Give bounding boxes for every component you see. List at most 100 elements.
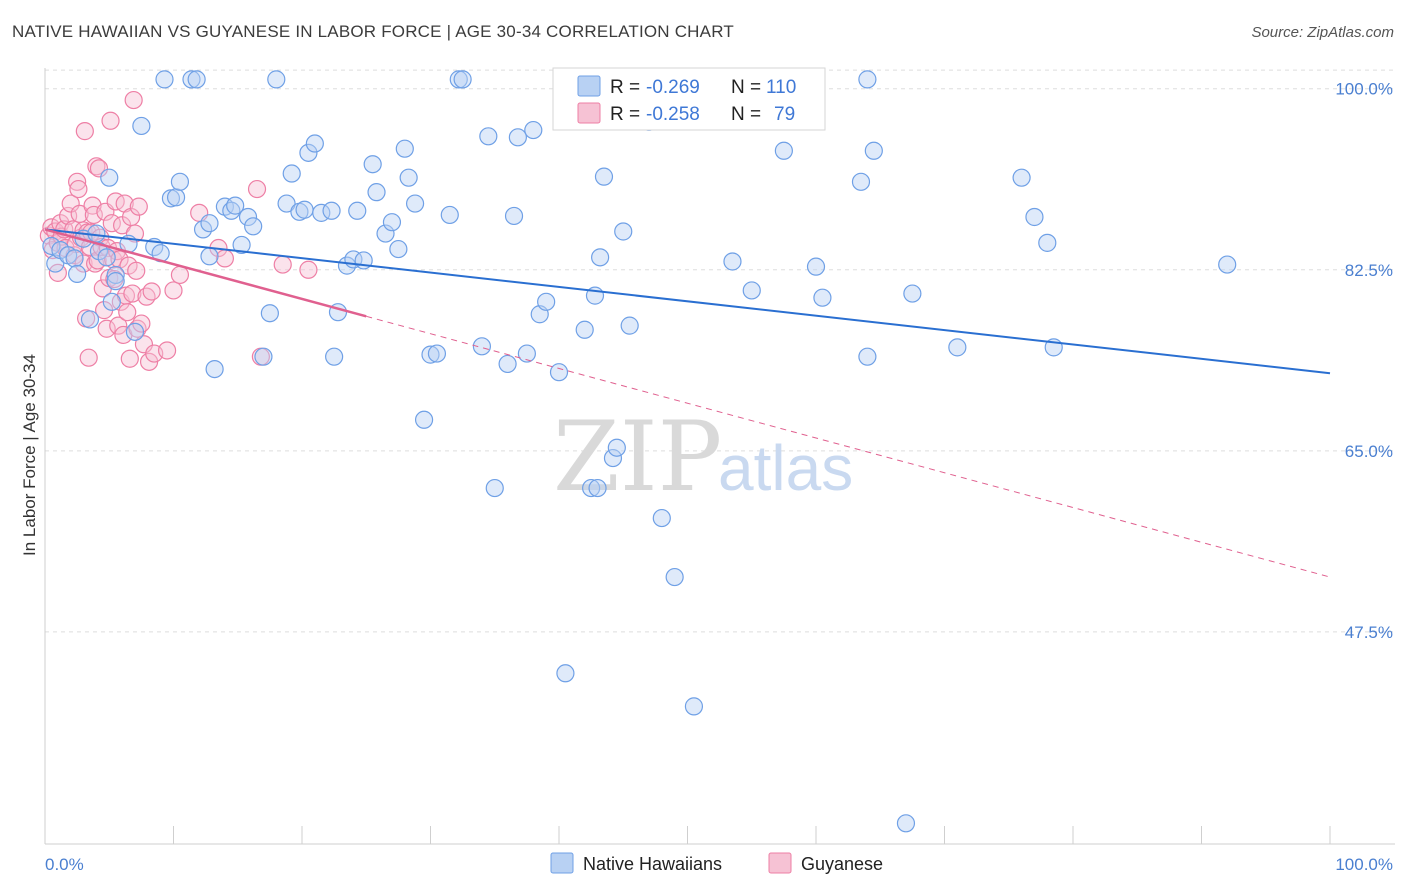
guyanese-point [89,159,109,178]
guyanese-point [129,197,148,216]
native-hawaiian-point [1218,255,1237,274]
native-hawaiian-point [299,143,318,162]
native-hawaiian-point [603,448,623,468]
native-hawaiian-point [376,224,395,243]
native-hawaiian-point [277,194,296,213]
native-hawaiian-point [106,272,125,291]
native-hawaiian-point [363,155,382,174]
native-hawaiian-point [80,310,100,329]
native-hawaiian-point [665,567,684,587]
native-hawaiian-point [948,338,967,357]
native-hawaiian-point [440,205,459,225]
legend-r-value-2: -0.258 [646,104,700,125]
guyanese-point [79,348,98,367]
native-hawaiian-point [46,254,65,273]
grid-lines [45,69,1395,633]
native-hawaiian-point [389,239,408,259]
native-hawaiian-point [106,265,125,285]
native-hawaiian-point [260,304,279,323]
native-hawaiian-point [472,337,491,356]
native-hawaiian-point [405,194,425,213]
native-hawaiian-point [427,344,447,363]
native-hawaiian-point [226,196,245,215]
guyanese-point [142,282,161,301]
native-hawaiian-point [582,478,601,498]
guyanese-point [124,90,143,110]
source-label: Source: ZipAtlas.com [1251,24,1394,41]
guyanese-point [215,249,234,268]
native-hawaiian-point [858,70,877,89]
native-hawaiian-point [524,120,543,140]
legend-n-value-2: 79 [774,104,795,125]
native-hawaiian-point [170,172,190,191]
native-hawaiian-point [322,201,341,220]
native-hawaiian-point [132,116,151,136]
native-hawaiian-point [325,347,344,366]
legend-n-label-1: N = [731,77,761,98]
native-hawaiian-point [1025,207,1044,227]
guyanese-point [101,111,120,130]
native-hawaiian-point [517,344,536,363]
native-hawaiian-point [295,200,314,219]
guyanese-trend-line-extended [366,315,1331,578]
native-hawaiian-point [232,235,251,255]
native-hawaiian-point [200,214,219,233]
legend-r-label-2: R = [610,104,640,125]
x-tick-label-min: 0.0% [45,855,84,874]
legend-r-value-1: -0.269 [646,77,700,98]
chart-title: NATIVE HAWAIIAN VS GUYANESE IN LABOR FOR… [12,22,734,41]
guyanese-point [118,303,137,322]
native-hawaiian-trend-line [44,228,1331,375]
native-hawaiian-point [588,478,607,498]
native-hawaiian-point [498,354,517,374]
native-hawaiian-point [858,347,877,366]
legend-n-value-1: 110 [766,77,796,98]
native-hawaiian-point [591,248,610,267]
native-hawaiian-point [238,207,258,227]
native-hawaiian-point [508,128,527,147]
bottom-legend-native-hawaiians: Native Hawaiians [583,854,722,874]
guyanese-point [69,179,88,199]
native-hawaiian-point [348,201,367,220]
guyanese-point [247,179,267,199]
bottom-legend-swatch-native-hawaiians [550,852,574,874]
native-hawaiian-point [1012,168,1031,187]
guyanese-point [97,319,116,338]
guyanese-point [127,261,146,280]
native-hawaiian-point [851,172,871,191]
guyanese-point [84,205,103,225]
y-tick-label: 100.0% [1335,80,1393,99]
legend-box: R = -0.269 N = 110 R = -0.258 N = 79 [552,67,826,131]
y-axis-title: In Labor Force | Age 30-34 [20,354,39,556]
guyanese-point [125,224,145,243]
guyanese-point [109,316,128,335]
guyanese-point [61,194,80,213]
trend-lines [44,228,1331,578]
native-hawaiian-point [1038,233,1057,252]
y-tick-label: 47.5% [1345,623,1393,642]
guyanese-point [157,341,177,360]
native-hawaiian-point [254,347,273,366]
guyanese-point [68,172,87,191]
native-hawaiian-point [537,292,556,311]
native-hawaiian-point [102,292,121,311]
y-tick-label: 82.5% [1345,261,1393,280]
native-hawaiian-point [614,222,633,241]
native-hawaiian-point [813,288,832,307]
native-hawaiian-point [244,217,263,236]
native-hawaiian-point [556,664,575,683]
y-tick-label: 65.0% [1345,442,1393,461]
bottom-legend-swatch-guyanese [768,852,792,874]
guyanese-point [134,335,154,354]
native-hawaiian-point [42,236,61,256]
native-hawaiian-point [421,345,440,364]
native-hawaiian-point [774,141,793,160]
bottom-legend-guyanese: Guyanese [801,854,883,874]
guyanese-point [299,260,318,279]
native-hawaiian-point [395,139,414,158]
native-hawaiian-point [449,70,468,89]
native-hawaiian-points [42,70,1237,833]
guyanese-point [164,281,183,300]
native-hawaiian-point [187,70,206,89]
native-hawaiian-point [68,264,87,283]
